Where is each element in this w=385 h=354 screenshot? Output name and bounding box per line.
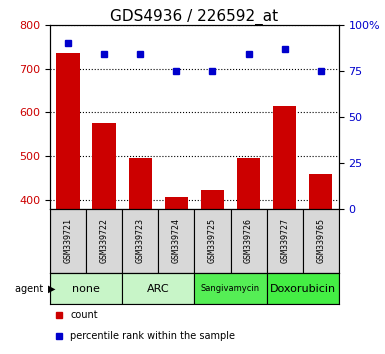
Bar [266, 209, 303, 273]
Bar [237, 158, 260, 209]
Text: none: none [72, 284, 100, 293]
Bar [165, 196, 188, 209]
Bar [266, 273, 339, 304]
Text: ARC: ARC [147, 284, 170, 293]
Bar [158, 209, 194, 273]
Bar [56, 53, 80, 209]
Bar [122, 209, 158, 273]
Text: GSM339721: GSM339721 [64, 218, 73, 263]
Text: ▶: ▶ [48, 284, 55, 293]
Bar [303, 209, 339, 273]
Bar [92, 122, 116, 209]
Title: GDS4936 / 226592_at: GDS4936 / 226592_at [110, 8, 278, 25]
Bar [86, 209, 122, 273]
Bar [309, 174, 333, 209]
Text: GSM339725: GSM339725 [208, 218, 217, 263]
Bar [122, 273, 194, 304]
Bar [129, 158, 152, 209]
Text: GSM339726: GSM339726 [244, 218, 253, 263]
Bar [273, 106, 296, 209]
Bar [50, 209, 86, 273]
Bar [50, 273, 122, 304]
Text: count: count [70, 310, 98, 320]
Text: Sangivamycin: Sangivamycin [201, 284, 260, 293]
Bar [201, 190, 224, 209]
Text: agent: agent [15, 284, 46, 293]
Text: GSM339727: GSM339727 [280, 218, 289, 263]
Bar [231, 209, 266, 273]
Text: GSM339723: GSM339723 [136, 218, 145, 263]
Text: GSM339724: GSM339724 [172, 218, 181, 263]
Text: Doxorubicin: Doxorubicin [270, 284, 336, 293]
Bar [194, 273, 266, 304]
Bar [194, 209, 231, 273]
Text: percentile rank within the sample: percentile rank within the sample [70, 331, 235, 341]
Text: GSM339765: GSM339765 [316, 218, 325, 263]
Text: GSM339722: GSM339722 [100, 218, 109, 263]
